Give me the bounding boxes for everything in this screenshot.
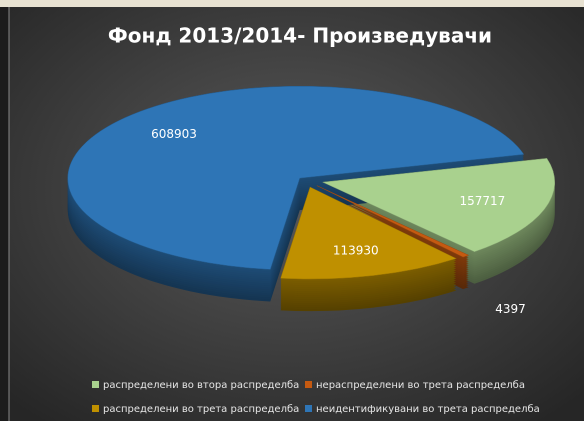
slice — [280, 186, 457, 280]
chart-title: Фонд 2013/2014- Произведувачи — [108, 24, 492, 48]
data-label: 157717 — [460, 194, 506, 208]
legend-label: распределени во трета распределба — [103, 404, 299, 415]
legend-swatch — [92, 405, 99, 412]
legend-swatch — [305, 381, 312, 388]
legend-label: распределени во втора распределба — [103, 380, 299, 391]
legend-swatch — [305, 405, 312, 412]
legend-label: неидентификувани во трета распределба — [316, 404, 540, 415]
left-strip — [0, 7, 9, 421]
top-strip — [0, 0, 584, 7]
data-label: 4397 — [495, 302, 526, 316]
slice — [67, 85, 525, 270]
data-label: 113930 — [333, 243, 379, 257]
data-label: 608903 — [151, 127, 197, 141]
legend-swatch — [92, 381, 99, 388]
slice — [316, 185, 470, 258]
legend-label: нераспределени во трета распределба — [316, 380, 525, 391]
slice — [321, 158, 555, 253]
